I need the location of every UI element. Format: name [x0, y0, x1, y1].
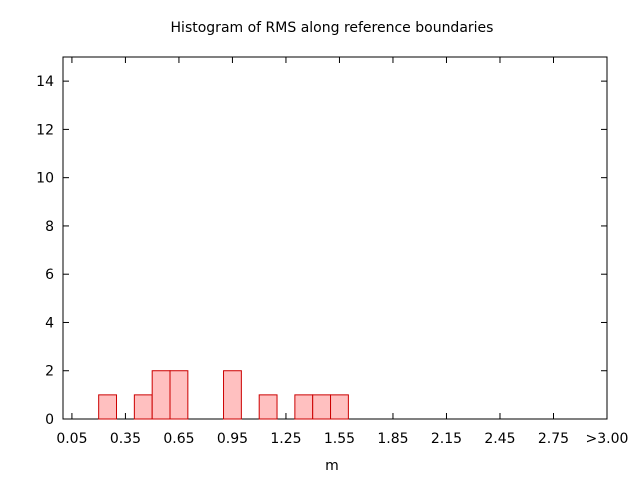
x-axis: 0.05 0.35 0.65 0.95 1.25 1.55 1.85 2.15 2.45 2.75…	[56, 57, 628, 447]
x-tick-label: 2.15	[431, 431, 462, 447]
histogram-bar	[223, 370, 242, 420]
y-tick-label: 14	[36, 74, 54, 90]
y-tick-label: 2	[45, 364, 54, 380]
histogram-bar	[133, 394, 153, 420]
x-tick-label: 0.35	[110, 431, 141, 447]
x-tick-label: 1.25	[270, 431, 301, 447]
y-tick-label: 12	[36, 122, 54, 138]
x-tick-label: 1.55	[324, 431, 355, 447]
x-tick-label: >3.00	[586, 431, 629, 447]
plot-frame	[62, 56, 608, 420]
x-tick-label: 2.45	[484, 431, 515, 447]
histogram-bar	[169, 370, 189, 420]
x-tick-label: 1.85	[377, 431, 408, 447]
x-tick-label: 0.65	[163, 431, 194, 447]
y-tick-label: 8	[45, 219, 54, 235]
y-tick-label: 4	[45, 315, 54, 331]
x-tick-label: 2.75	[538, 431, 569, 447]
y-tick-label: 10	[36, 171, 54, 187]
histogram-bar	[98, 394, 118, 420]
histogram-bar	[312, 394, 332, 420]
y-tick-label: 6	[45, 267, 54, 283]
y-axis: 0 2 4 6 8 10 12 14	[36, 74, 607, 428]
histogram-bar	[258, 394, 278, 420]
chart-title: Histogram of RMS along reference boundar…	[171, 20, 494, 36]
x-axis-label: m	[325, 458, 339, 474]
y-tick-label: 0	[45, 412, 54, 428]
x-tick-label: 0.95	[217, 431, 248, 447]
histogram-bar	[151, 370, 171, 420]
histogram-bar	[330, 394, 349, 420]
histogram-bar	[294, 394, 314, 420]
x-tick-label: 0.05	[56, 431, 87, 447]
bars	[98, 370, 349, 420]
